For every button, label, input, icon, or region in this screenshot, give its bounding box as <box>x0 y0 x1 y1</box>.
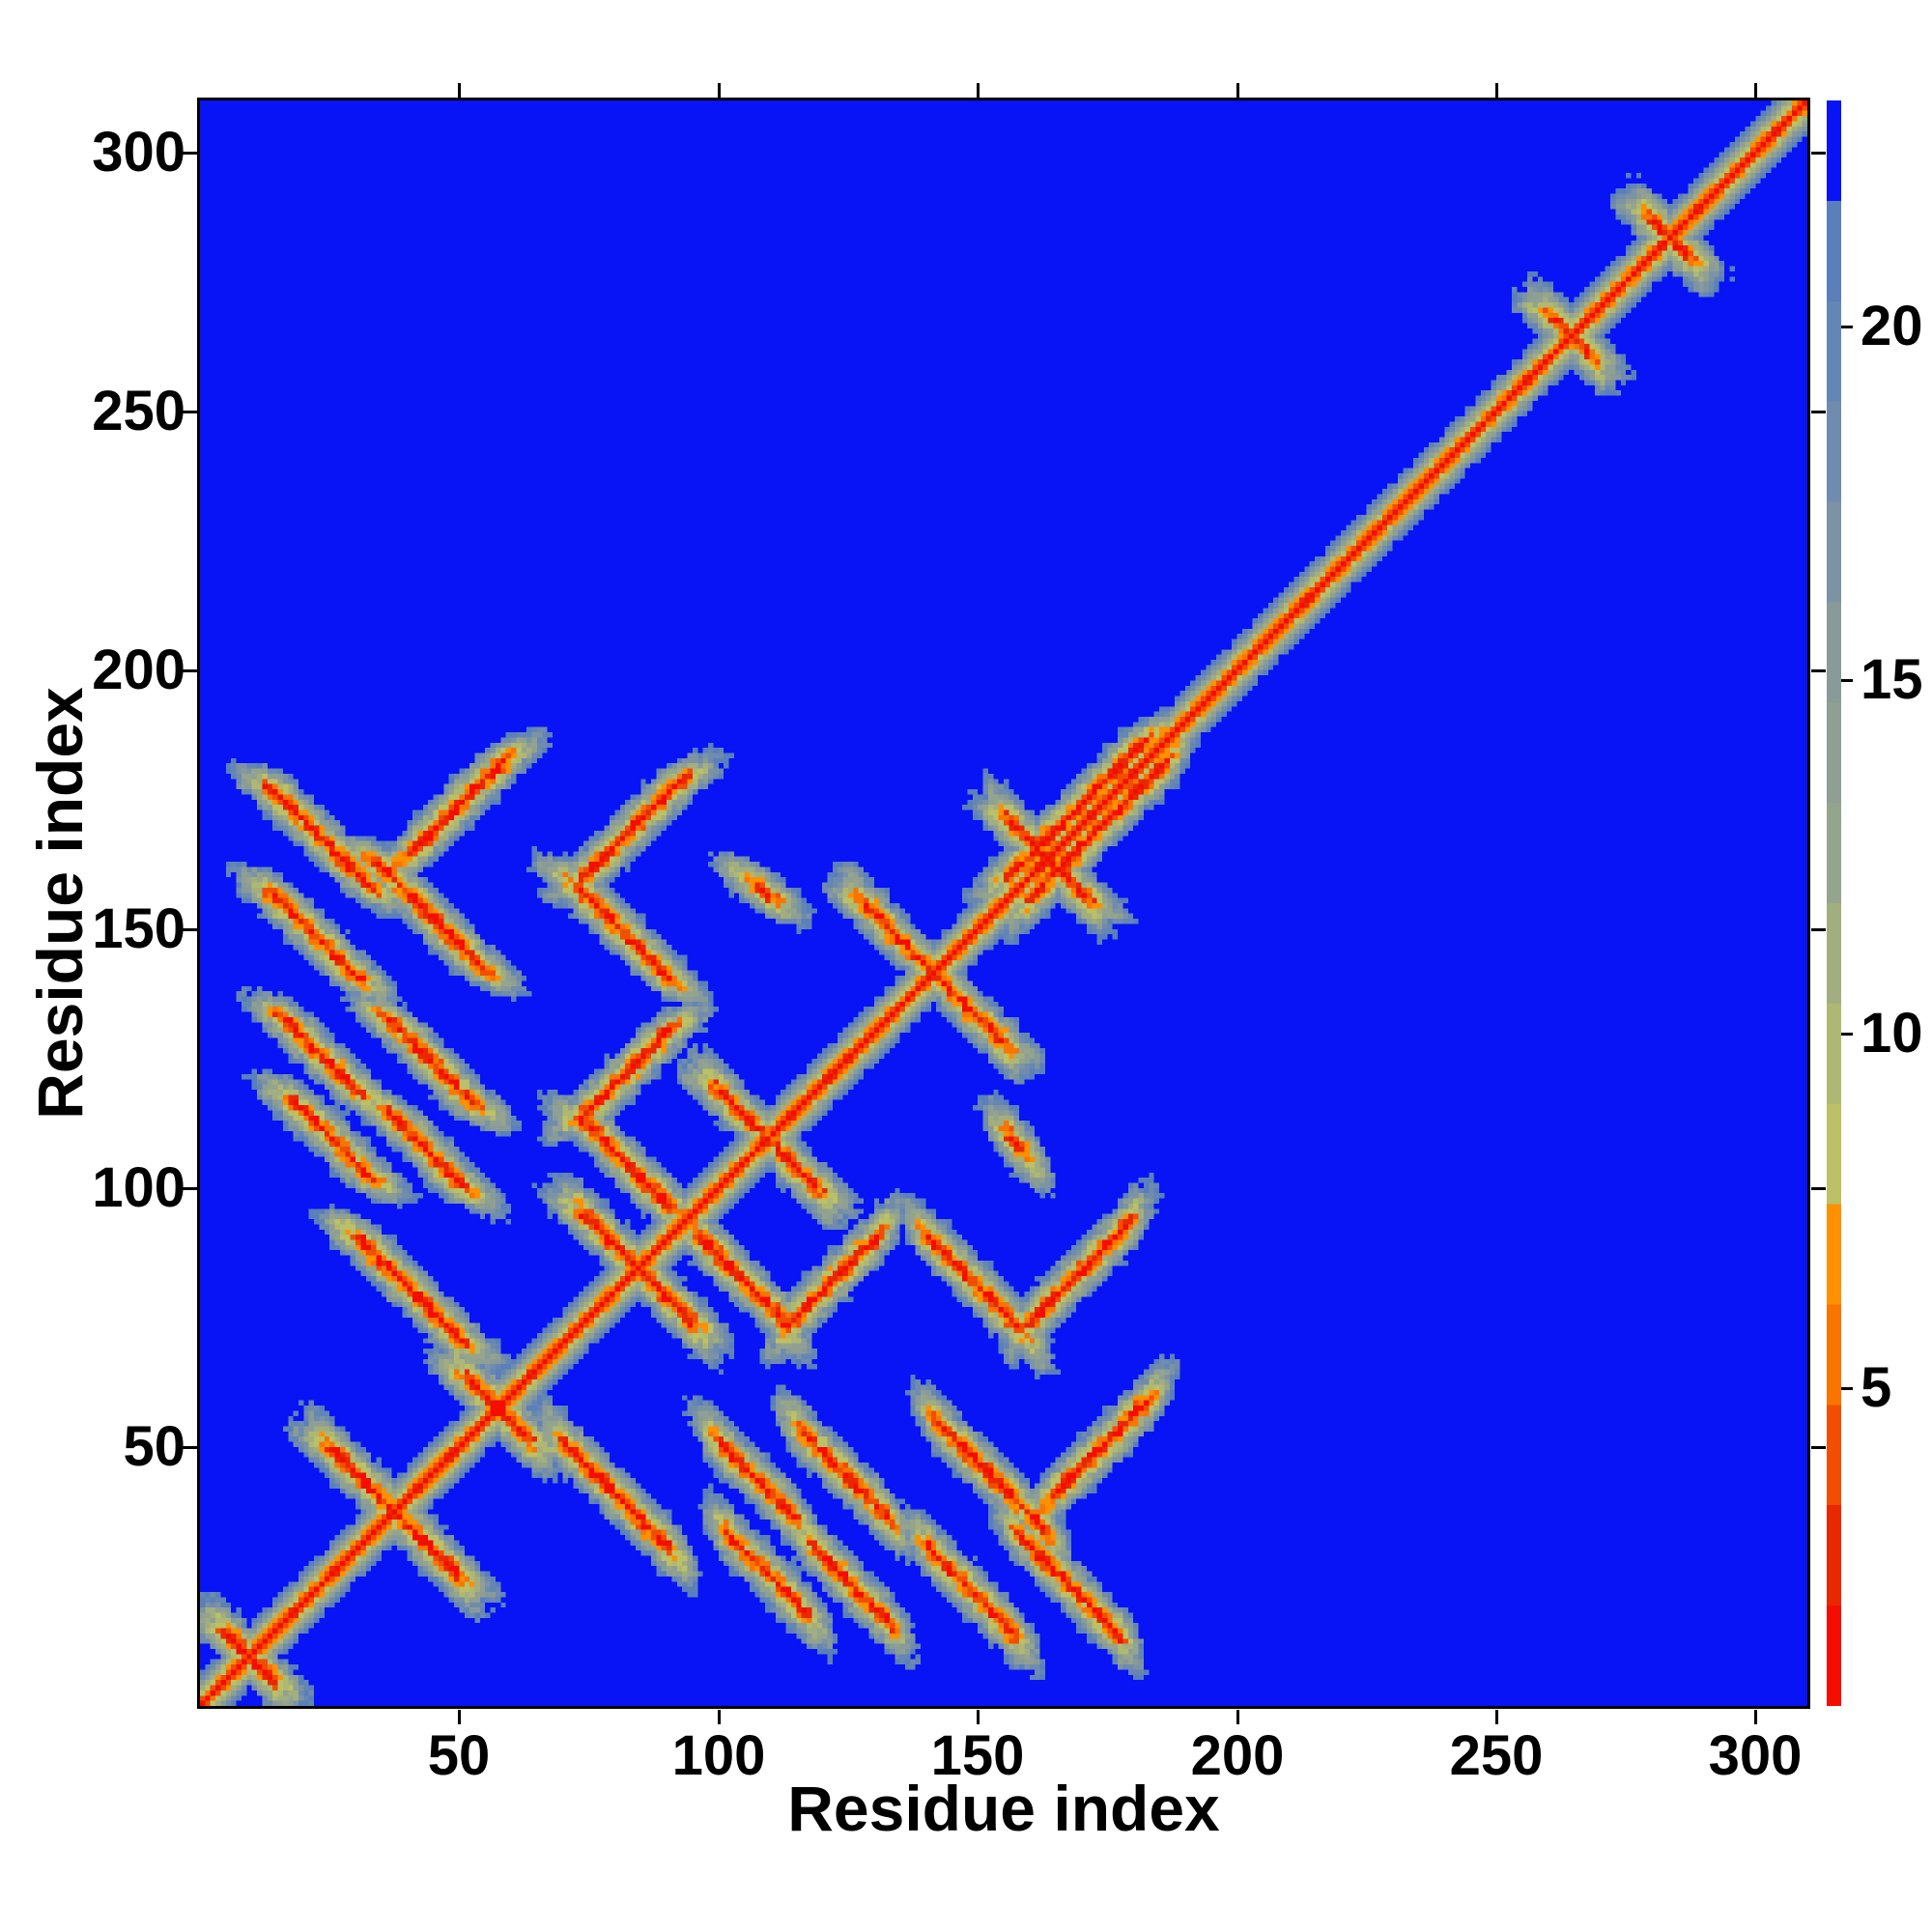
colorbar-tick-label: 10 <box>1861 1002 1923 1065</box>
axis-tick <box>183 1187 197 1190</box>
axis-tick <box>1236 1710 1239 1724</box>
axis-tick <box>1495 83 1498 98</box>
y-axis-title: Residue index <box>24 687 96 1120</box>
axis-tick <box>718 83 721 98</box>
distance-map-canvas <box>200 100 1807 1706</box>
axis-tick <box>183 669 197 672</box>
axis-tick <box>1754 1710 1757 1724</box>
axis-tick <box>977 83 980 98</box>
axis-tick <box>1236 83 1239 98</box>
axis-tick <box>977 1710 980 1724</box>
axis-tick <box>458 83 461 98</box>
axis-tick <box>183 411 197 413</box>
axis-tick <box>1811 411 1826 413</box>
axis-tick <box>1811 928 1826 931</box>
axis-tick <box>458 1710 461 1724</box>
colorbar-tick-label: 20 <box>1861 295 1923 357</box>
colorbar-tick <box>1841 1387 1853 1390</box>
y-tick-label: 50 <box>123 1415 185 1478</box>
axis-tick <box>1811 152 1826 155</box>
x-tick-label: 100 <box>671 1724 766 1787</box>
colorbar-tick <box>1841 679 1853 682</box>
x-tick-label: 200 <box>1190 1724 1285 1787</box>
axis-tick <box>718 1710 721 1724</box>
y-tick-label: 300 <box>92 121 185 184</box>
y-tick-label: 100 <box>92 1156 185 1219</box>
axis-tick <box>183 152 197 155</box>
y-tick-label: 200 <box>92 639 185 701</box>
axis-tick <box>1811 1446 1826 1449</box>
colorbar-tick-label: 5 <box>1861 1356 1892 1419</box>
plot-area <box>197 98 1810 1709</box>
colorbar-tick-label: 15 <box>1861 648 1923 711</box>
x-tick-label: 50 <box>427 1724 491 1787</box>
axis-tick <box>1811 1187 1826 1190</box>
colorbar <box>1827 100 1841 1706</box>
x-tick-label: 250 <box>1449 1724 1544 1787</box>
x-tick-label: 300 <box>1708 1724 1803 1787</box>
axis-tick <box>1754 83 1757 98</box>
axis-tick <box>1811 669 1826 672</box>
x-axis-title: Residue index <box>787 1773 1220 1844</box>
axis-tick <box>183 928 197 931</box>
axis-tick <box>1495 1710 1498 1724</box>
x-tick-label: 150 <box>930 1724 1025 1787</box>
y-tick-label: 150 <box>92 897 185 960</box>
y-tick-label: 250 <box>92 380 185 442</box>
axis-tick <box>183 1446 197 1449</box>
colorbar-tick <box>1841 326 1853 328</box>
colorbar-tick <box>1841 1033 1853 1036</box>
